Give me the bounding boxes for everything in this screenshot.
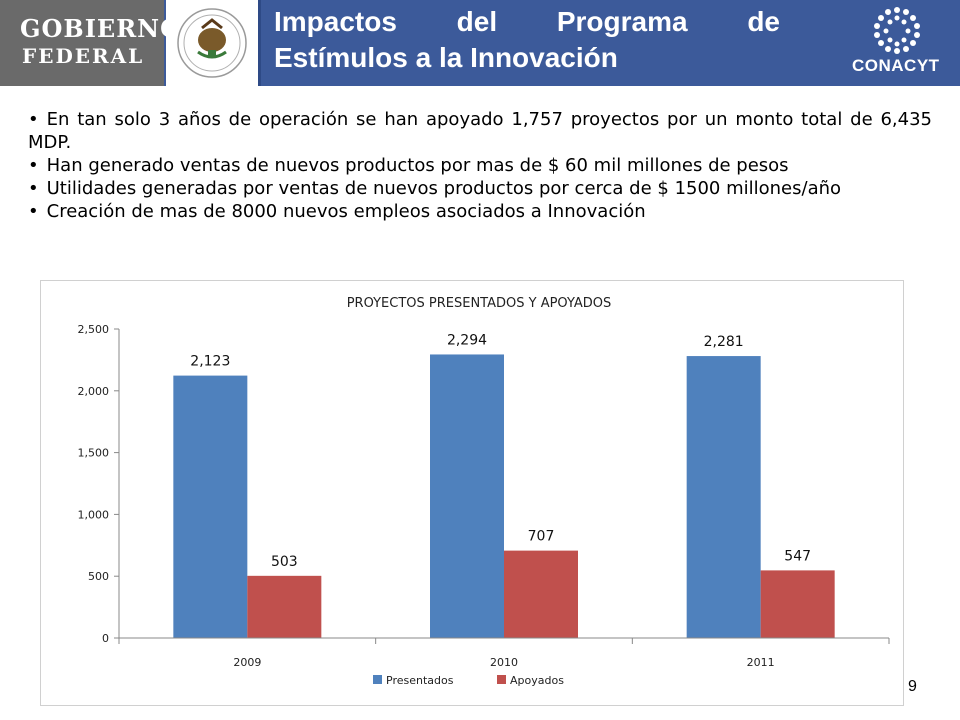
- gobierno-federal-logo: GOBIERNO FEDERAL: [0, 0, 181, 86]
- legend-entry: Presentados: [386, 674, 454, 687]
- bullet-item: Han generado ventas de nuevos productos …: [28, 154, 932, 177]
- bullet-item: Creación de mas de 8000 nuevos empleos a…: [28, 200, 932, 223]
- data-label: 2,123: [190, 354, 230, 370]
- bar-apoyados-2011: [760, 570, 835, 638]
- data-label: 547: [784, 548, 811, 564]
- legend-swatch: [497, 675, 506, 684]
- title-line2: Estímulos a la Innovación: [274, 42, 618, 73]
- page-number: 9: [908, 678, 917, 695]
- y-tick-label: 2,000: [78, 385, 110, 398]
- logo-line1: GOBIERNO: [20, 14, 182, 43]
- x-tick-label: 2009: [233, 656, 261, 669]
- x-axis: 2009 2010 2011: [118, 637, 890, 669]
- data-label: 2,281: [704, 334, 744, 350]
- bar-presentados-2011: [686, 356, 761, 638]
- data-label: 2,294: [447, 332, 487, 348]
- conacyt-emblem-icon: [874, 7, 920, 54]
- data-label: 707: [528, 529, 555, 545]
- page-title: Impactos del Programa de Estímulos a la …: [274, 4, 780, 76]
- data-label: 503: [271, 554, 298, 570]
- y-tick-label: 1,000: [78, 508, 110, 521]
- legend-swatch: [373, 675, 382, 684]
- national-seal-icon: [166, 0, 261, 86]
- y-tick-label: 500: [88, 570, 109, 583]
- title-line1: Impactos del Programa de: [274, 6, 780, 37]
- legend-entry: Apoyados: [510, 674, 564, 687]
- legend: Presentados Apoyados: [373, 674, 564, 687]
- y-tick-label: 1,500: [78, 447, 110, 460]
- bar-chart: PROYECTOS PRESENTADOS Y APOYADOS 0 500 1,0…: [40, 280, 904, 706]
- bar-apoyados-2010: [504, 550, 578, 638]
- bullet-list: En tan solo 3 años de operación se han a…: [28, 108, 932, 223]
- bar-presentados-2010: [430, 354, 504, 638]
- bars: 2,123 503 2,294 707 2,281 547: [173, 332, 835, 638]
- bar-apoyados-2009: [247, 575, 322, 638]
- bar-presentados-2009: [173, 375, 248, 638]
- y-axis: 0 500 1,000 1,500 2,000 2,500: [78, 323, 120, 645]
- bullet-item: Utilidades generadas por ventas de nuevo…: [28, 177, 932, 200]
- x-tick-label: 2010: [490, 656, 518, 669]
- bullet-item: En tan solo 3 años de operación se han a…: [28, 108, 932, 154]
- y-tick-label: 0: [102, 632, 109, 645]
- chart-canvas: PROYECTOS PRESENTADOS Y APOYADOS 0 500 1,0…: [78, 296, 890, 687]
- conacyt-text: CONACYT: [852, 56, 940, 75]
- chart-title: PROYECTOS PRESENTADOS Y APOYADOS: [347, 296, 612, 311]
- conacyt-logo: CONACYT: [842, 6, 952, 82]
- x-tick-label: 2011: [747, 656, 775, 669]
- header-bar: GOBIERNO FEDERAL Impactos del Programa d…: [0, 0, 960, 86]
- y-tick-label: 2,500: [78, 323, 110, 336]
- logo-line2: FEDERAL: [22, 44, 145, 68]
